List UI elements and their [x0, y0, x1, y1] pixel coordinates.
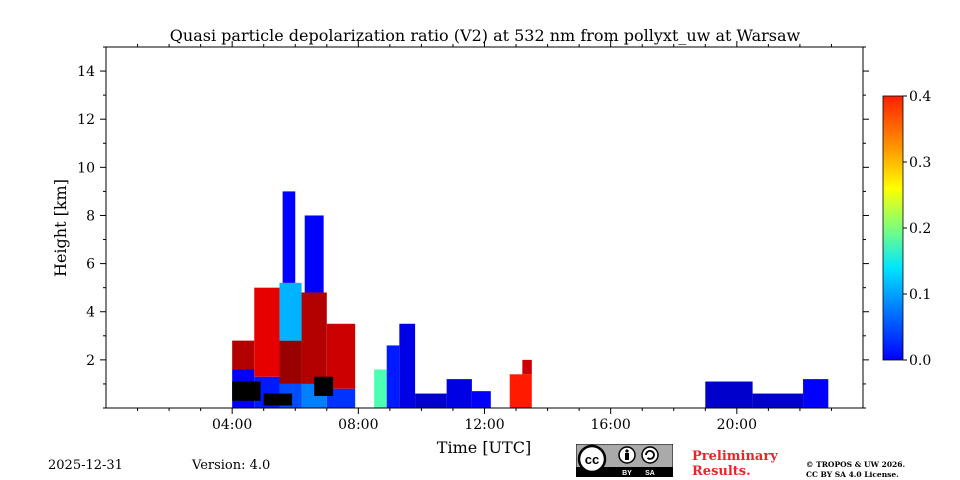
- y-tick-label: 14: [77, 64, 95, 80]
- data-cell: [446, 379, 472, 408]
- colorbar: [882, 95, 904, 361]
- x-tick-label: 08:00: [338, 417, 378, 433]
- data-cell: [374, 369, 387, 408]
- colorbar-tick-label: 0.1: [909, 287, 931, 303]
- invalid-cell: [314, 376, 334, 396]
- data-cell: [399, 323, 416, 408]
- data-cell: [705, 381, 753, 408]
- data-cell: [301, 292, 327, 384]
- colorbar-tick-label: 0.3: [909, 155, 931, 171]
- data-cell: [304, 215, 324, 293]
- invalid-cell: [263, 393, 293, 406]
- data-cell: [279, 282, 302, 341]
- copyright-line2: CC BY SA 4.0 License.: [806, 470, 899, 479]
- colorbar-ticks: 0.0 0.1 0.2 0.3 0.4: [903, 89, 931, 369]
- data-cell: [254, 287, 280, 377]
- x-tick-label: 12:00: [464, 417, 504, 433]
- preliminary-label-line2: Results.: [692, 464, 751, 479]
- x-tick-label: 20:00: [717, 417, 757, 433]
- data-cell: [471, 391, 491, 408]
- y-tick-label: 8: [86, 208, 95, 224]
- y-tick-label: 12: [77, 112, 95, 128]
- data-cell: [509, 374, 532, 408]
- data-cell: [232, 340, 255, 370]
- y-tick-label: 4: [86, 305, 95, 321]
- x-axis: 04:00 08:00 12:00 16:00 20:00: [137, 41, 832, 433]
- copyright-line1: © TROPOS & UW 2026.: [806, 460, 906, 469]
- y-tick-label: 10: [77, 160, 95, 176]
- invalid-cell: [232, 381, 261, 401]
- plot-frame: [105, 46, 864, 409]
- data-cell: [415, 393, 447, 408]
- cc-by-sa-icon: cc BY SA: [576, 444, 673, 477]
- svg-text:SA: SA: [645, 470, 655, 477]
- data-cell: [282, 191, 296, 283]
- colorbar-tick-label: 0.0: [909, 353, 931, 369]
- data-cell: [326, 388, 356, 408]
- svg-text:BY: BY: [622, 470, 632, 477]
- y-tick-label: 6: [86, 257, 95, 273]
- chart-title: Quasi particle depolarization ratio (V2)…: [170, 26, 801, 45]
- colorbar-tick-label: 0.4: [909, 89, 931, 105]
- data-cell: [522, 359, 532, 375]
- data-cell: [752, 393, 804, 408]
- y-axis-label: Height [km]: [51, 179, 70, 277]
- svg-text:cc: cc: [585, 452, 599, 467]
- y-tick-label: 2: [86, 353, 95, 369]
- data-cell: [386, 345, 400, 408]
- plot-area: [232, 191, 829, 408]
- x-tick-label: 16:00: [590, 417, 630, 433]
- preliminary-label-line1: Preliminary: [692, 449, 778, 464]
- x-axis-label: Time [UTC]: [437, 438, 531, 457]
- data-cell: [279, 340, 302, 384]
- colorbar-tick-label: 0.2: [909, 221, 931, 237]
- date-label: 2025-12-31: [48, 458, 123, 473]
- version-label: Version: 4.0: [192, 458, 271, 473]
- data-cell: [803, 379, 829, 408]
- x-tick-label: 04:00: [212, 417, 252, 433]
- y-axis: 2 4 6 8 10 12 14: [77, 46, 869, 409]
